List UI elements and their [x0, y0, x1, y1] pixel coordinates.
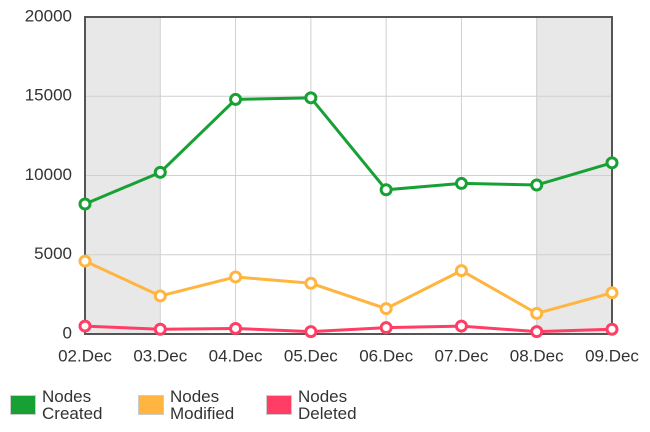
x-tick-label: 05.Dec: [284, 346, 338, 365]
data-point: [304, 276, 318, 290]
series-line: [84, 96, 613, 206]
series-line: [84, 259, 613, 316]
legend-item[interactable]: Nodes Deleted: [266, 388, 382, 422]
data-point: [78, 197, 92, 211]
y-tick-label: 10000: [25, 165, 72, 184]
data-point: [379, 321, 393, 335]
x-tick-label: 06.Dec: [359, 346, 413, 365]
data-point: [379, 302, 393, 316]
data-point: [153, 165, 167, 179]
legend-label: Nodes Modified: [170, 387, 235, 423]
data-point: [229, 270, 243, 284]
data-point: [153, 322, 167, 336]
chart: 0 5000 10000 15000 20000 02.Dec 03.Dec 04.Dec 05…: [25, 6, 640, 365]
x-tick-label: 07.Dec: [434, 346, 488, 365]
legend-swatch: [266, 395, 292, 415]
data-point: [454, 264, 468, 278]
legend-label: Nodes Deleted: [298, 387, 357, 423]
x-tick-label: 09.Dec: [585, 346, 639, 365]
data-point: [153, 289, 167, 303]
data-point: [304, 325, 318, 339]
data-point: [605, 286, 619, 300]
y-tick-label: 0: [63, 323, 72, 342]
data-point: [454, 319, 468, 333]
legend-swatch: [10, 395, 36, 415]
data-point: [605, 322, 619, 336]
data-point: [530, 178, 544, 192]
y-tick-label: 5000: [34, 244, 72, 263]
data-point: [78, 319, 92, 333]
y-tick-label: 15000: [25, 86, 72, 105]
legend-item[interactable]: Nodes Modified: [138, 388, 254, 422]
x-tick-label: 03.Dec: [133, 346, 187, 365]
legend-item[interactable]: Nodes Created: [10, 388, 126, 422]
x-tick-label: 08.Dec: [510, 346, 564, 365]
data-point: [304, 91, 318, 105]
data-point: [530, 325, 544, 339]
data-point: [78, 254, 92, 268]
legend-swatch: [138, 395, 164, 415]
data-point: [454, 176, 468, 190]
y-tick-label: 20000: [25, 6, 72, 25]
data-point: [379, 183, 393, 197]
data-point: [229, 92, 243, 106]
legend-label: Nodes Created: [42, 387, 103, 423]
x-tick-label: 04.Dec: [209, 346, 263, 365]
x-tick-label: 02.Dec: [58, 346, 112, 365]
data-point: [530, 306, 544, 320]
data-point: [229, 321, 243, 335]
data-point: [605, 156, 619, 170]
legend: Nodes Created Nodes Modified Nodes Deleted: [10, 388, 382, 422]
plot-frame: [84, 16, 613, 335]
series-line: [84, 324, 613, 334]
